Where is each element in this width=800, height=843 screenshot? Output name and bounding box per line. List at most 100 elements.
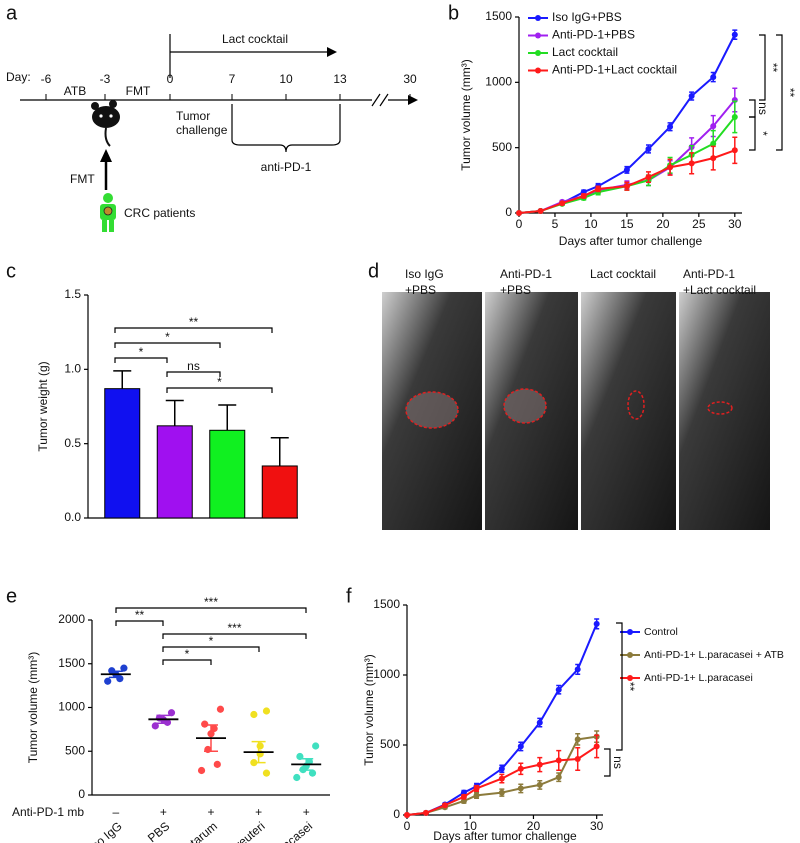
day-label: -6 [41,72,52,86]
y-tick-label: 1000 [58,700,85,714]
y-tick-label: 1500 [373,597,400,611]
legend-label: Anti-PD-1+PBS [552,28,635,42]
y-tick-label: 1500 [485,9,512,23]
data-point [473,785,480,792]
data-point [645,145,652,152]
sig-label: *** [227,621,241,635]
data-point [151,722,159,730]
legend-label: Iso IgG+PBS [552,10,622,24]
x-tick-label: 30 [728,217,742,231]
data-point [517,785,524,792]
sig-label: ** [783,88,797,98]
day-label: -3 [100,72,111,86]
error-bar [165,399,184,426]
x-tick-label: 15 [620,217,634,231]
anti-label: anti-PD-1 [261,160,312,174]
sig-label: * [209,634,214,648]
sig-bracket [162,646,260,652]
sig-bracket [166,371,221,377]
x-tick-label: 5 [552,217,559,231]
day-label: 10 [279,72,293,86]
error-bar [270,436,289,466]
data-point [516,210,522,216]
atb-label: ATB [64,84,86,98]
data-point [536,719,543,726]
sig-label: * [756,131,770,136]
sig-bracket [162,659,212,665]
sig-label: ns [187,359,200,373]
x-tick-label: 25 [692,217,706,231]
data-point [623,166,630,173]
day-label: 30 [403,72,417,86]
data-point [167,709,176,717]
legend-label: Anti-PD-1+Lact cocktail [552,63,677,77]
legend-marker [535,15,541,21]
y-tick-label: 0.0 [64,510,81,524]
legend-label: Anti-PD-1+ L.paracasei + ATB [644,649,784,661]
row-value: + [207,805,214,819]
sig-label: * [165,330,170,344]
data-point [537,208,544,215]
legend-label: Control [644,626,678,638]
data-point [216,705,225,713]
row-label: Anti-PD-1 mb [12,805,84,819]
sig-bracket [114,327,273,333]
mouse-photo [581,292,676,530]
sig-label: * [185,647,190,661]
panel-letter: f [346,585,352,607]
series-line [518,116,736,214]
y-tick-label: 2000 [58,612,85,626]
sig-bracket [604,748,611,777]
mouse-photo [679,292,770,530]
panel-letter: d [368,260,379,282]
arrow-head [100,149,112,162]
y-axis-label: Tumor volume (mm³) [362,654,376,766]
legend-marker [627,629,633,635]
data-point [163,718,172,726]
arrow-head [327,47,337,57]
data-point [262,769,271,777]
sig-label: ns [611,756,625,769]
data-point [555,757,562,764]
sig-bracket [616,622,623,751]
x-axis-label: Days after tumor challenge [559,234,703,248]
data-point [498,789,505,796]
photo-label: +PBS [500,283,531,297]
data-point [645,174,652,181]
data-point [517,743,524,750]
data-point [710,74,717,81]
x-tick-label: 20 [656,217,670,231]
legend-marker [535,67,541,74]
sig-label: * [217,375,222,389]
y-tick-label: 500 [380,737,400,751]
photo-label: Anti-PD-1 [683,267,735,281]
y-tick-label: 1500 [58,656,85,670]
series-line [518,99,736,214]
y-tick-label: 1000 [373,667,400,681]
sig-bracket [115,607,307,613]
photo-panel [382,292,770,530]
data-point [201,720,209,728]
row-value: + [303,805,310,819]
panel-letter: e [6,585,17,607]
data-point [688,93,695,100]
row-value: + [255,805,262,819]
data-point [667,164,674,171]
data-point [555,774,562,781]
y-tick-label: 1.5 [64,287,81,301]
y-tick-label: 0 [78,787,85,801]
tumor-outline [707,401,733,415]
tumor-label: Tumor [176,109,210,123]
data-point [574,736,581,743]
y-axis-label: Tumor volume (mm³) [459,59,473,171]
data-point [498,765,505,772]
data-point [555,686,562,693]
y-tick-label: 500 [492,140,512,154]
x-tick-label: PBS [145,819,172,843]
data-point [441,802,448,809]
tumor-outline [503,388,547,424]
data-point [312,742,320,750]
data-point [262,707,271,715]
